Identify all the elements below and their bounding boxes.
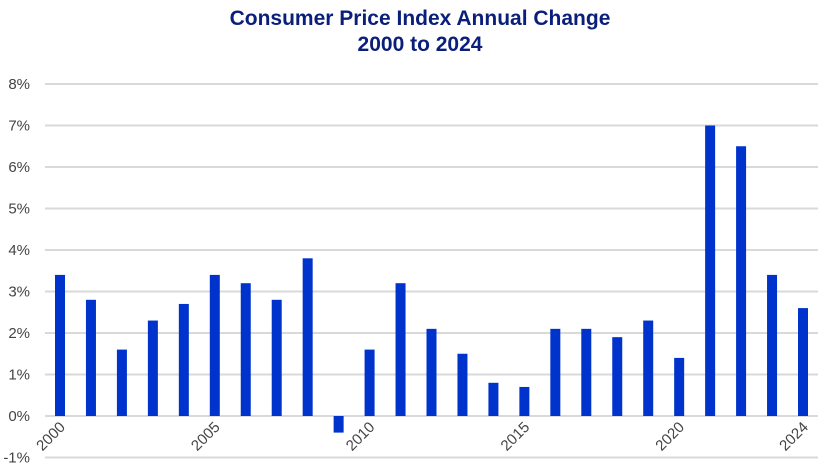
bar-2005 <box>209 274 220 416</box>
y-tick-label: 7% <box>8 118 30 135</box>
bar-2010 <box>364 349 375 416</box>
x-tick-label: 2005 <box>188 419 224 455</box>
chart-title: Consumer Price Index Annual Change <box>229 7 611 30</box>
bar-2024 <box>798 308 808 416</box>
y-tick-label: -1% <box>3 450 30 467</box>
bar-2016 <box>550 328 561 416</box>
bar-2017 <box>581 328 592 416</box>
bar-2021 <box>705 125 716 416</box>
x-tick-label: 2024 <box>776 419 812 455</box>
x-tick-label: 2015 <box>498 419 534 455</box>
bar-2006 <box>240 283 251 416</box>
bar-2001 <box>85 299 96 416</box>
x-tick-label: 2020 <box>652 419 688 455</box>
bar-2008 <box>302 258 313 416</box>
bar-2012 <box>426 328 437 416</box>
bar-2020 <box>674 357 685 416</box>
y-tick-label: 2% <box>8 325 30 342</box>
bar-2019 <box>643 320 654 416</box>
y-tick-label: 0% <box>8 408 30 425</box>
x-tick-label: 2010 <box>343 419 379 455</box>
bar-2009 <box>333 416 344 433</box>
chart-subtitle: 2000 to 2024 <box>357 33 483 56</box>
bar-2002 <box>116 349 127 416</box>
y-tick-label: 5% <box>8 201 30 218</box>
y-tick-label: 8% <box>8 76 30 93</box>
bar-2015 <box>519 386 530 416</box>
x-tick-label: 2000 <box>33 419 69 455</box>
bar-2000 <box>55 274 65 416</box>
y-tick-label: 3% <box>8 284 30 301</box>
bar-2022 <box>736 146 747 416</box>
bar-2013 <box>457 353 468 416</box>
bar-2004 <box>178 303 189 416</box>
bar-2014 <box>488 382 499 416</box>
bar-2011 <box>395 283 406 416</box>
bar-2007 <box>271 299 282 416</box>
y-tick-label: 1% <box>8 367 30 384</box>
y-tick-label: 4% <box>8 242 30 259</box>
y-tick-label: 6% <box>8 159 30 176</box>
bar-2023 <box>767 274 778 416</box>
bar-2018 <box>612 337 623 416</box>
bar-2003 <box>147 320 158 416</box>
